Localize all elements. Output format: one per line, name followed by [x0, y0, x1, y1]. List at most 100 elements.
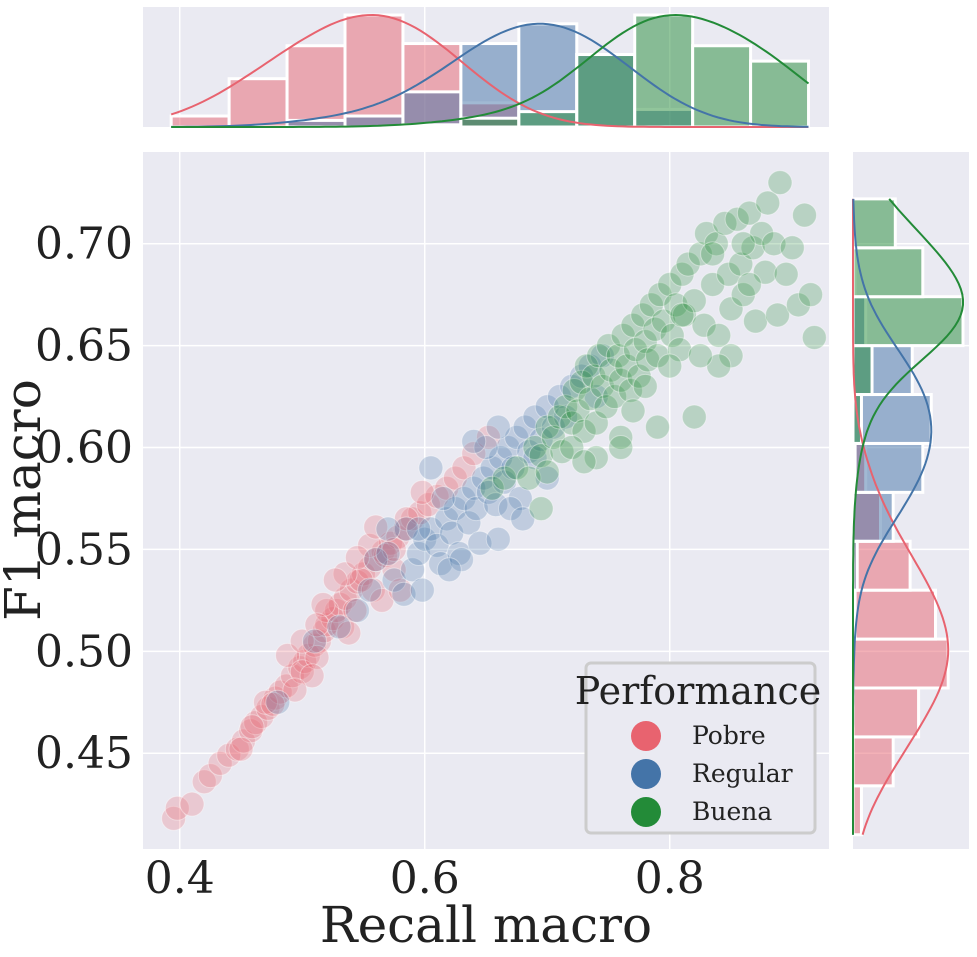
- point-pobre: [224, 736, 250, 762]
- point-buena: [700, 271, 726, 297]
- point-buena: [559, 410, 585, 436]
- point-buena: [569, 369, 595, 395]
- point-regular: [400, 557, 425, 583]
- point-buena: [681, 404, 707, 430]
- point-regular: [510, 506, 536, 532]
- point-regular: [418, 516, 444, 542]
- marginal-y-bar-pobre: [851, 637, 950, 690]
- point-regular: [583, 384, 609, 410]
- point-pobre: [407, 500, 433, 526]
- legend-title: Performance: [575, 669, 822, 713]
- point-buena: [706, 322, 732, 348]
- x-tick-label: 0.4: [145, 853, 215, 904]
- point-buena: [765, 302, 791, 328]
- point-regular: [507, 485, 533, 511]
- point-buena: [659, 322, 685, 348]
- point-pobre: [348, 567, 374, 593]
- point-buena: [583, 445, 609, 471]
- point-buena: [669, 302, 695, 328]
- point-pobre: [311, 618, 337, 644]
- point-regular: [418, 455, 444, 481]
- point-regular: [483, 492, 509, 518]
- point-pobre: [238, 718, 264, 744]
- point-buena: [718, 343, 744, 369]
- point-buena: [549, 439, 575, 465]
- legend-marker-buena: [631, 797, 661, 827]
- point-buena: [608, 424, 634, 450]
- point-pobre: [253, 689, 278, 715]
- x-tick-label: 0.8: [635, 853, 705, 904]
- point-buena: [730, 282, 756, 308]
- point-buena: [491, 465, 517, 491]
- point-pobre: [287, 655, 313, 681]
- point-pobre: [381, 557, 407, 583]
- point-buena: [540, 424, 566, 450]
- point-pobre: [304, 644, 330, 670]
- point-buena: [667, 337, 693, 363]
- point-buena: [801, 324, 827, 350]
- point-regular: [577, 353, 603, 379]
- point-pobre: [295, 642, 321, 668]
- marginal-y-bar-buena: [851, 344, 874, 397]
- point-regular: [471, 465, 497, 491]
- point-regular: [504, 424, 530, 450]
- point-pobre: [377, 530, 403, 556]
- point-pobre: [344, 545, 370, 571]
- point-regular: [456, 510, 482, 536]
- point-pobre: [451, 455, 477, 481]
- point-buena: [614, 353, 640, 379]
- point-pobre: [461, 441, 487, 467]
- y-axis-label: F1 macro: [0, 379, 52, 621]
- point-pobre: [314, 612, 340, 638]
- point-regular: [449, 547, 474, 573]
- point-regular: [488, 445, 514, 471]
- x-tick-labels: 0.4 0.6 0.8: [145, 853, 705, 904]
- point-pobre: [400, 506, 425, 532]
- point-regular: [265, 689, 291, 715]
- y-tick-label: 0.65: [35, 321, 133, 372]
- point-pobre: [357, 555, 383, 581]
- legend-label-regular: Regular: [692, 759, 793, 788]
- point-pobre: [260, 691, 286, 717]
- point-regular: [412, 526, 438, 552]
- point-pobre: [191, 769, 217, 795]
- point-pobre: [424, 483, 450, 509]
- legend-marker-regular: [631, 759, 661, 789]
- point-pobre: [387, 577, 413, 603]
- point-regular: [495, 435, 521, 461]
- point-regular: [451, 485, 477, 511]
- y-tick-label: 0.50: [35, 626, 133, 677]
- marginal-x-kde-regular: [171, 22, 809, 128]
- marginal-x-bar-pobre: [285, 44, 347, 129]
- point-pobre: [409, 479, 435, 505]
- point-buena: [581, 363, 607, 389]
- point-regular: [391, 581, 417, 607]
- point-pobre: [289, 659, 315, 685]
- x-axis-label: Recall macro: [320, 896, 652, 954]
- point-regular: [393, 516, 419, 542]
- point-pobre: [393, 506, 419, 532]
- marginal-x-bar-buena: [575, 53, 637, 129]
- point-buena: [681, 288, 707, 314]
- point-pobre: [179, 791, 205, 817]
- point-buena: [718, 296, 744, 322]
- point-buena: [630, 302, 656, 328]
- point-buena: [645, 414, 670, 440]
- point-buena: [593, 394, 619, 420]
- scatter-points: [161, 170, 827, 831]
- point-regular: [553, 404, 579, 430]
- point-pobre: [292, 649, 318, 675]
- point-regular: [428, 551, 454, 577]
- point-pobre: [360, 577, 386, 603]
- point-buena: [703, 231, 729, 257]
- point-pobre: [363, 547, 389, 573]
- point-buena: [773, 261, 799, 287]
- point-buena: [749, 221, 775, 247]
- point-buena: [632, 329, 658, 355]
- point-pobre: [351, 561, 376, 587]
- point-buena: [651, 308, 677, 334]
- point-pobre: [336, 620, 362, 646]
- point-pobre: [279, 663, 305, 689]
- marginal-y-bar-pobre: [851, 784, 863, 837]
- point-buena: [657, 353, 683, 379]
